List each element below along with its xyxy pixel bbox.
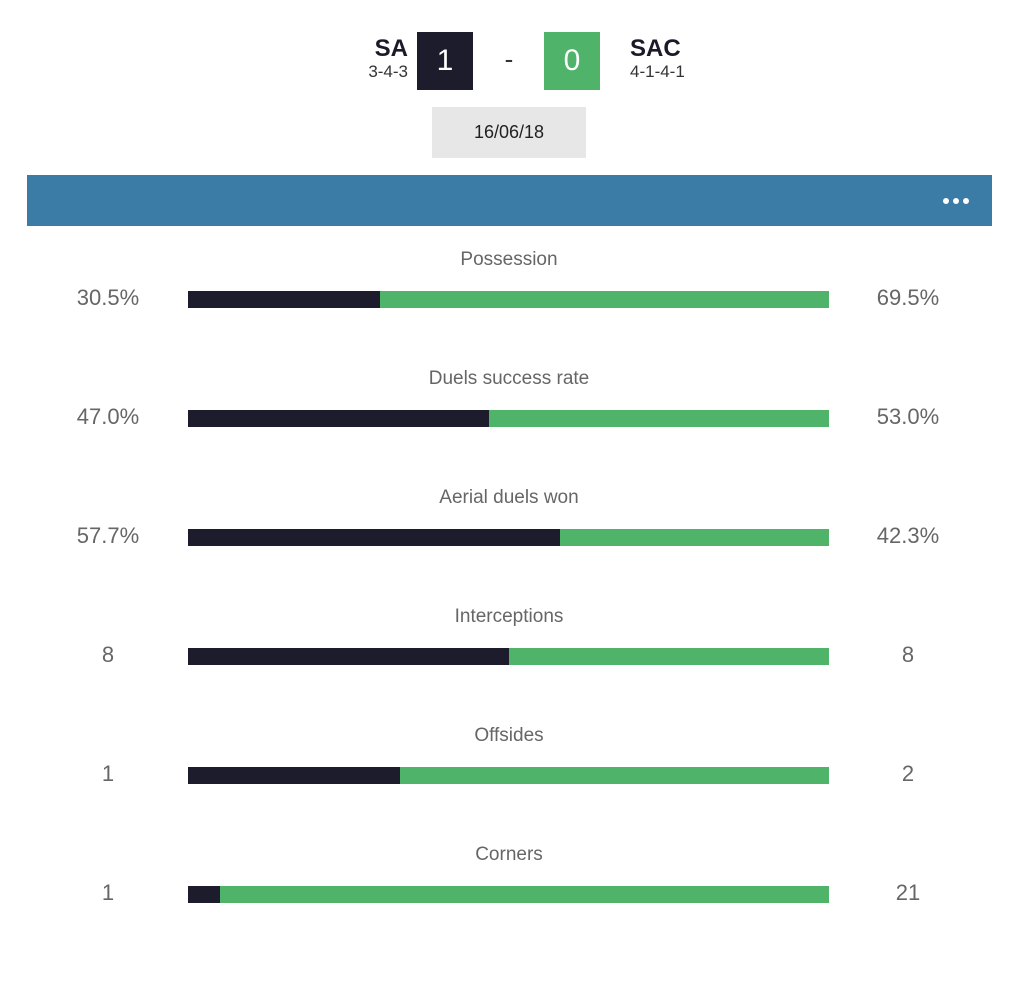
stat-away-value: 53.0% <box>876 404 940 429</box>
away-team: SAC 4-1-4-1 <box>630 36 720 82</box>
home-team-name: SA <box>374 35 408 62</box>
stat-label: Duels success rate <box>428 368 590 389</box>
stat-bar-home-fill <box>188 410 489 427</box>
stat-home-value: 57.7% <box>76 523 140 548</box>
stat-row-corners: Corners 1 21 <box>0 844 1024 962</box>
stat-home-value: 8 <box>101 642 115 667</box>
stat-bar-home-fill <box>188 648 509 665</box>
stat-bar <box>188 886 829 903</box>
stat-label: Offsides <box>474 725 544 746</box>
stat-row-possession: Possession 30.5% 69.5% <box>0 249 1024 367</box>
stat-bar-home-fill <box>188 767 400 784</box>
stat-label: Interceptions <box>454 606 564 627</box>
stat-bar-home-fill <box>188 529 560 546</box>
stat-bar <box>188 648 829 665</box>
stat-away-value: 2 <box>901 761 915 786</box>
stat-bar-home-fill <box>188 291 380 308</box>
stat-home-value: 1 <box>101 761 115 786</box>
stat-label: Corners <box>475 844 543 865</box>
stats-banner <box>27 175 992 226</box>
home-score: 1 <box>417 32 473 90</box>
score-separator: - <box>504 44 514 74</box>
stat-row-interceptions: Interceptions 8 8 <box>0 606 1024 724</box>
home-team: SA 3-4-3 <box>330 36 408 82</box>
away-team-formation: 4-1-4-1 <box>630 62 685 81</box>
match-header: SA 3-4-3 1 - 0 SAC 4-1-4-1 16/06/18 <box>0 0 1024 170</box>
stat-home-value: 47.0% <box>76 404 140 429</box>
stat-bar <box>188 291 829 308</box>
stat-home-value: 30.5% <box>76 285 140 310</box>
more-options-button[interactable] <box>938 189 974 213</box>
stat-label: Possession <box>460 249 558 270</box>
more-horizontal-icon <box>953 198 959 204</box>
home-team-formation: 3-4-3 <box>368 62 408 81</box>
stat-away-value: 8 <box>901 642 915 667</box>
stat-home-value: 1 <box>101 880 115 905</box>
stat-label: Aerial duels won <box>439 487 579 508</box>
stat-away-value: 42.3% <box>876 523 940 548</box>
stat-bar <box>188 529 829 546</box>
stat-row-duels-success-rate: Duels success rate 47.0% 53.0% <box>0 368 1024 486</box>
away-score: 0 <box>544 32 600 90</box>
more-horizontal-icon <box>963 198 969 204</box>
away-team-name: SAC <box>630 35 681 62</box>
stat-away-value: 69.5% <box>876 285 940 310</box>
more-horizontal-icon <box>943 198 949 204</box>
stat-bar <box>188 410 829 427</box>
stat-bar-home-fill <box>188 886 220 903</box>
stat-away-value: 21 <box>895 880 921 905</box>
match-date: 16/06/18 <box>432 107 586 158</box>
stat-bar <box>188 767 829 784</box>
stat-row-offsides: Offsides 1 2 <box>0 725 1024 843</box>
stat-row-aerial-duels-won: Aerial duels won 57.7% 42.3% <box>0 487 1024 605</box>
